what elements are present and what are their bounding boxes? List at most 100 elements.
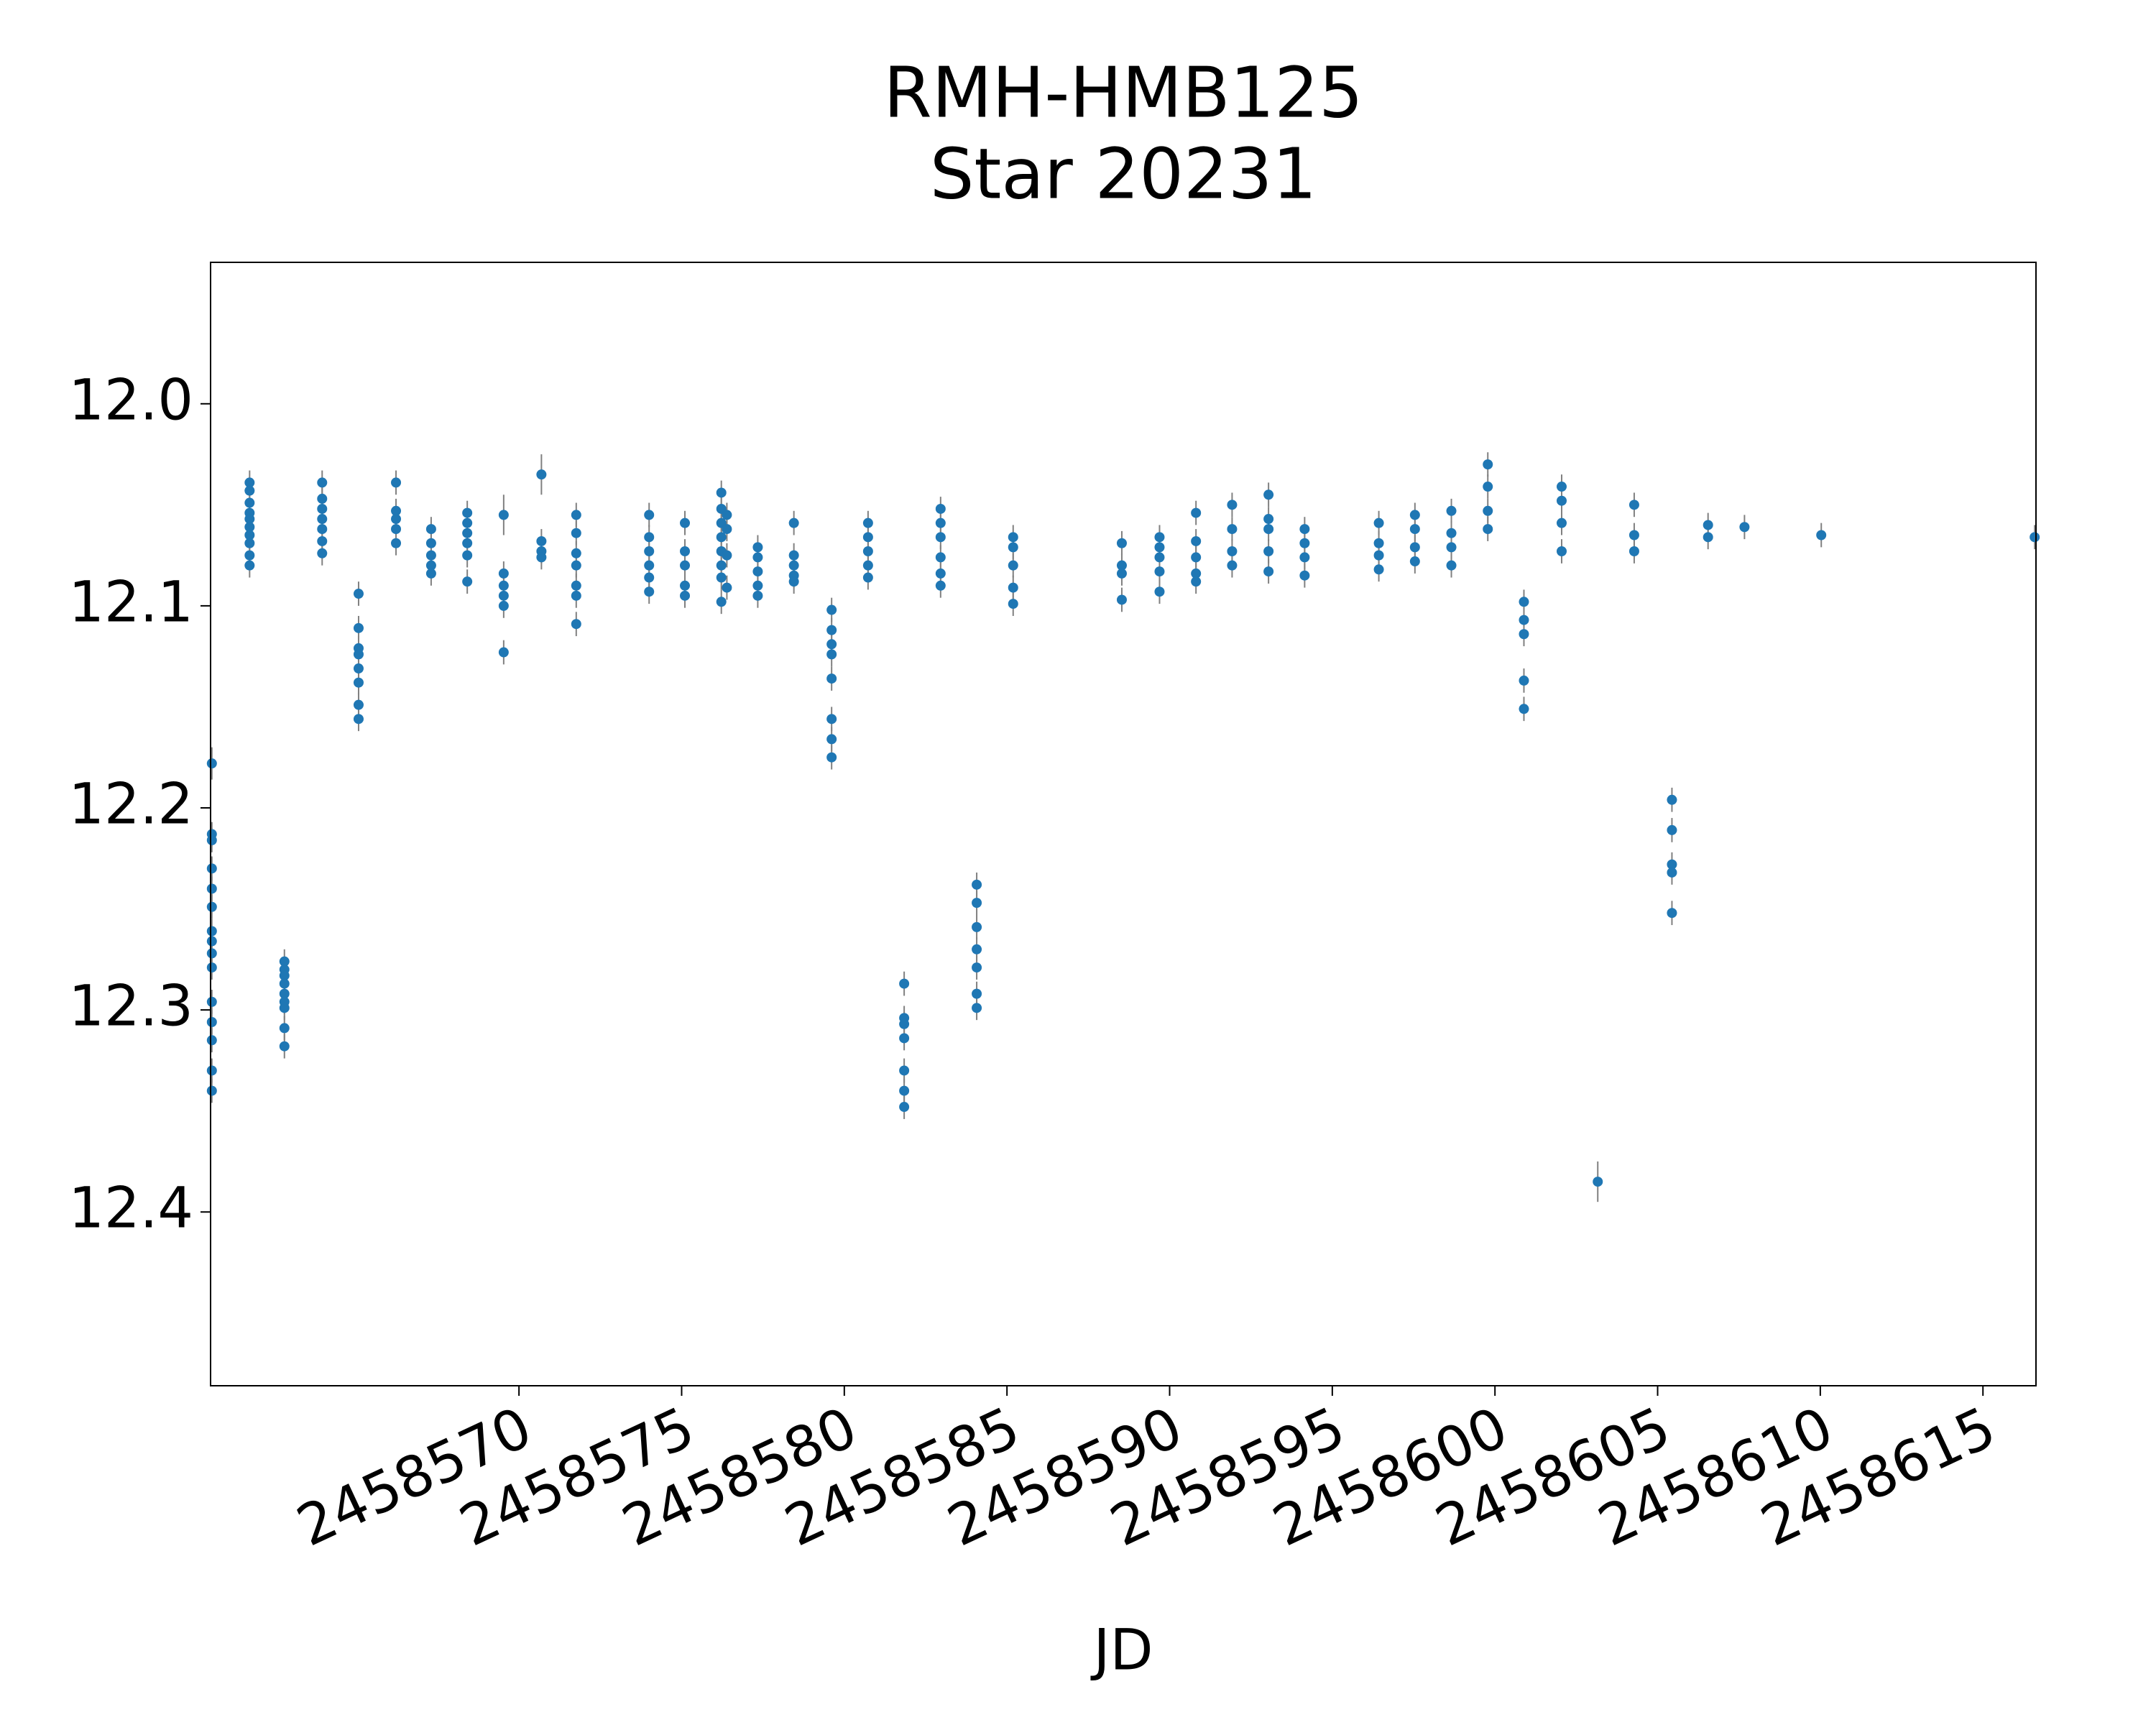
chart-subtitle: Star 20231 — [930, 133, 1317, 214]
data-point — [1116, 594, 1127, 605]
data-point — [1263, 566, 1274, 577]
y-tick-label: 12.3 — [68, 975, 193, 1039]
data-point — [1191, 535, 1202, 546]
data-point — [1154, 532, 1165, 543]
data-point — [425, 524, 436, 535]
data-point — [1816, 530, 1827, 540]
data-point — [462, 518, 473, 528]
data-point — [244, 530, 255, 540]
data-point — [716, 572, 727, 583]
data-point — [462, 528, 473, 538]
data-point — [462, 576, 473, 587]
data-point — [2030, 532, 2040, 543]
data-point — [571, 510, 581, 520]
data-point — [279, 988, 290, 999]
data-point — [722, 510, 732, 520]
data-point — [571, 590, 581, 601]
data-point — [244, 560, 255, 571]
data-point — [826, 604, 837, 615]
data-point — [279, 1023, 290, 1034]
data-point — [244, 497, 255, 508]
data-point — [752, 580, 763, 591]
data-point — [1739, 522, 1750, 533]
data-point — [279, 1003, 290, 1013]
chart-title: RMH-HMB125 — [883, 52, 1363, 133]
data-point — [1154, 542, 1165, 553]
data-point — [1227, 524, 1238, 535]
data-point — [680, 590, 691, 601]
data-point — [571, 619, 581, 630]
data-point — [826, 714, 837, 724]
data-point — [1667, 859, 1677, 870]
data-point — [206, 758, 217, 769]
data-point — [935, 552, 946, 563]
data-point — [279, 970, 290, 981]
data-point — [1299, 552, 1310, 563]
data-point — [826, 625, 837, 635]
data-point — [391, 505, 402, 516]
data-point — [206, 863, 217, 874]
data-point — [498, 647, 509, 658]
data-point — [1263, 489, 1274, 500]
data-point — [1008, 532, 1018, 543]
data-point — [353, 589, 364, 599]
data-point — [826, 649, 837, 660]
data-point — [279, 978, 290, 989]
data-point — [353, 622, 364, 633]
data-point — [244, 514, 255, 525]
data-point — [1556, 546, 1567, 556]
data-point — [788, 576, 799, 587]
data-point — [644, 586, 655, 597]
data-point — [1373, 550, 1384, 561]
data-point — [788, 560, 799, 571]
data-point — [353, 663, 364, 674]
data-point — [1628, 546, 1639, 556]
data-point — [1483, 482, 1493, 492]
data-point — [536, 535, 547, 546]
data-point — [206, 1065, 217, 1076]
data-point — [1446, 560, 1457, 571]
data-point — [899, 1102, 910, 1113]
data-point — [862, 532, 873, 543]
data-point — [826, 752, 837, 763]
x-axis-label: JD — [1089, 1618, 1153, 1683]
data-point — [1299, 524, 1310, 535]
data-point — [206, 936, 217, 947]
data-point — [425, 550, 436, 561]
data-point — [716, 597, 727, 607]
data-point — [206, 948, 217, 959]
data-point — [279, 956, 290, 967]
data-point — [1409, 556, 1420, 567]
data-point — [317, 535, 328, 546]
data-point — [1446, 542, 1457, 553]
data-point — [317, 548, 328, 558]
data-point — [716, 487, 727, 498]
data-point — [680, 560, 691, 571]
data-point — [752, 590, 763, 601]
data-point — [206, 926, 217, 937]
data-point — [498, 510, 509, 520]
data-point — [353, 699, 364, 710]
data-point — [722, 582, 732, 593]
data-point — [788, 550, 799, 561]
data-point — [752, 566, 763, 577]
data-point — [1116, 560, 1127, 571]
data-point — [1154, 566, 1165, 577]
data-point — [826, 639, 837, 650]
data-point — [1446, 528, 1457, 538]
data-point — [571, 548, 581, 558]
data-point — [1628, 530, 1639, 540]
data-point — [498, 600, 509, 611]
data-point — [972, 944, 982, 954]
data-point — [1667, 908, 1677, 919]
data-point — [206, 1016, 217, 1027]
data-point — [862, 560, 873, 571]
data-point — [425, 568, 436, 579]
data-point — [644, 510, 655, 520]
data-point — [826, 734, 837, 745]
data-point — [1116, 538, 1127, 548]
data-point — [244, 550, 255, 561]
data-point — [722, 524, 732, 535]
